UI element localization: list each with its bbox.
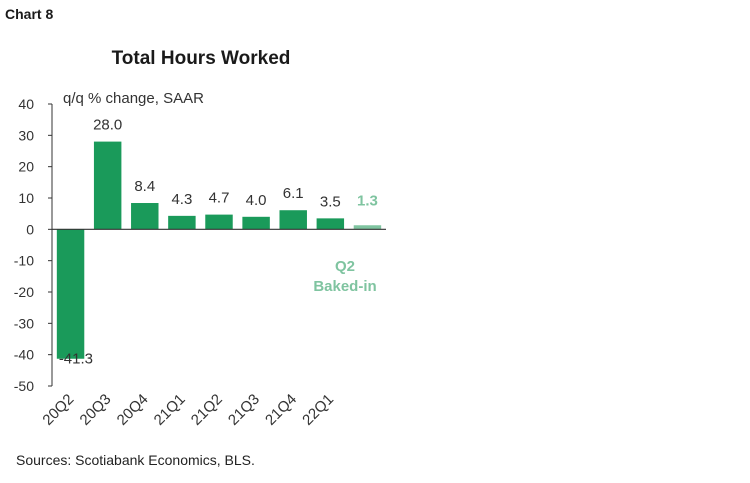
x-tick-label: 20Q3: [77, 391, 115, 429]
value-label: 4.7: [209, 190, 230, 207]
bar-20Q3: [93, 141, 122, 230]
bar-20Q2: [56, 229, 85, 359]
value-labels-group: -41.3 28.0 8.4 4.3 4.7 4.0 6.1 3.5 1.3: [59, 117, 378, 368]
bar-21Q4: [279, 210, 307, 230]
y-tick-label: -20: [14, 284, 34, 300]
value-label: 4.3: [171, 191, 192, 208]
value-label: 1.3: [357, 192, 378, 209]
x-tick-label: 22Q1: [299, 391, 337, 429]
y-tick-label: 0: [26, 221, 34, 237]
value-label: 28.0: [93, 117, 122, 134]
y-tick-label: 10: [18, 190, 34, 206]
x-tick-label: 21Q2: [188, 391, 226, 429]
x-tick-label: 21Q3: [225, 391, 263, 429]
bars-group: [56, 141, 382, 359]
value-label: 8.4: [134, 178, 155, 195]
y-axis-label: q/q % change, SAAR: [63, 90, 204, 107]
bar-q2-baked-in: [353, 225, 382, 230]
baked-in-annotation-q2: Q2: [335, 258, 355, 275]
y-tick-label: -40: [14, 347, 34, 363]
bar-21Q1: [168, 215, 196, 230]
bar-20Q4: [131, 203, 159, 230]
x-tick-label: 21Q1: [151, 391, 189, 429]
x-tick-label: 20Q2: [39, 391, 77, 429]
y-tick-label: -30: [14, 315, 34, 331]
value-label: 3.5: [320, 193, 341, 210]
bar-21Q3: [242, 216, 270, 230]
x-tick-label: 21Q4: [262, 391, 300, 429]
y-axis: 40 30 20 10 0 -10 -20 -30 -40 -50: [14, 96, 53, 394]
value-label: 4.0: [246, 192, 267, 209]
value-label: -41.3: [59, 351, 93, 368]
y-tick-label: -50: [14, 378, 34, 394]
y-tick-label: 20: [18, 159, 34, 175]
baked-in-annotation-label: Baked-in: [313, 278, 376, 295]
value-label: 6.1: [283, 185, 304, 202]
bar-22Q1: [316, 218, 345, 230]
chart-title: Total Hours Worked: [112, 48, 291, 69]
y-tick-label: -10: [14, 253, 34, 269]
x-tick-label: 20Q4: [114, 391, 152, 429]
bar-21Q2: [205, 214, 233, 230]
y-tick-label: 30: [18, 127, 34, 143]
source-note: Sources: Scotiabank Economics, BLS.: [16, 452, 255, 468]
x-tick-labels-group: 20Q2 20Q3 20Q4 21Q1 21Q2 21Q3 21Q4 22Q1: [39, 391, 337, 429]
y-tick-label: 40: [18, 96, 34, 112]
chart-number-label: Chart 8: [5, 6, 54, 22]
